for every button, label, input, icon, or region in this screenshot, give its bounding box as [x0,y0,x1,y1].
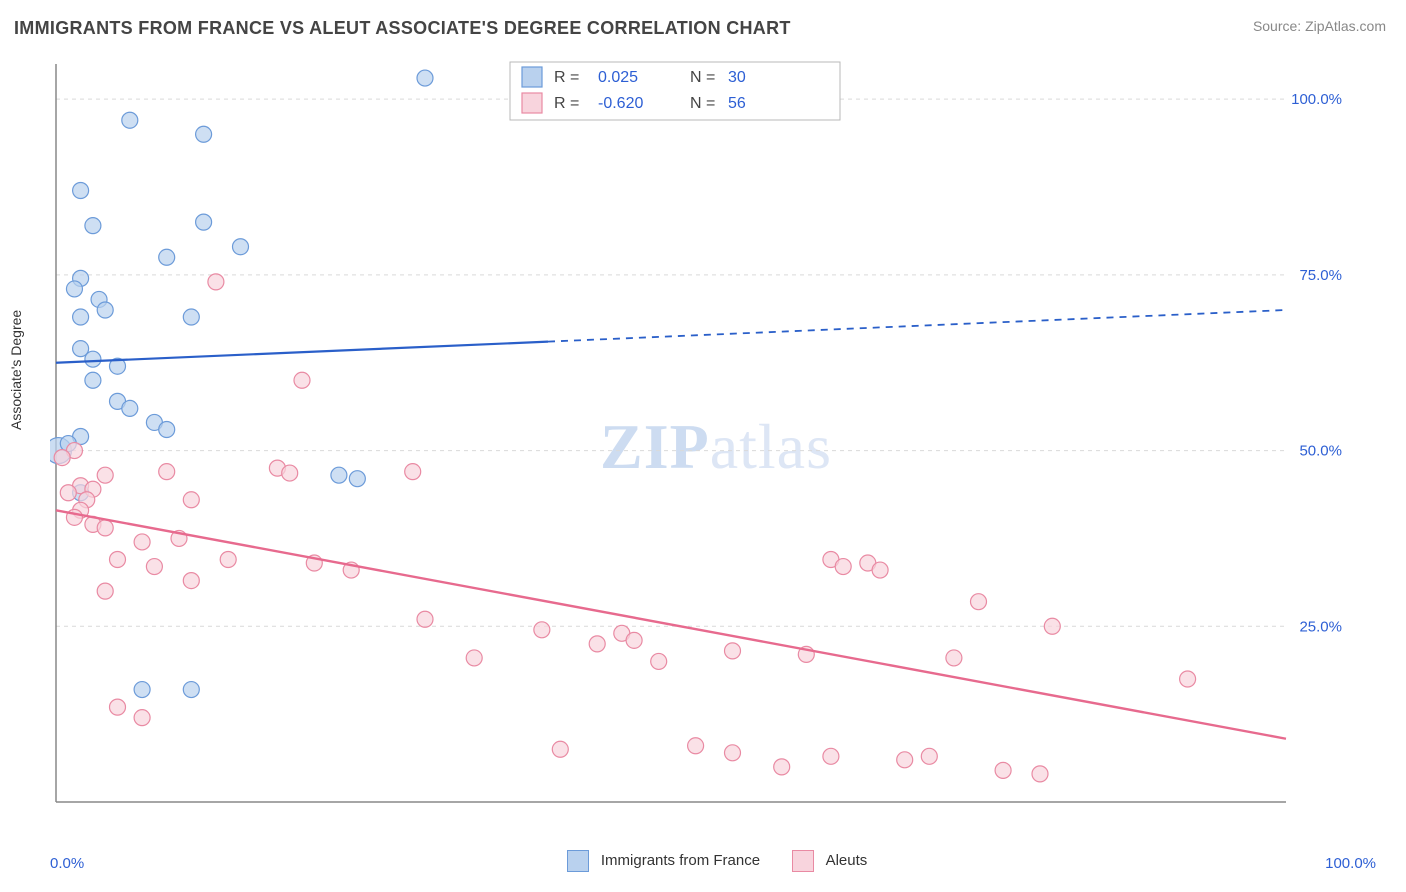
svg-text:-0.620: -0.620 [598,95,643,112]
svg-text:50.0%: 50.0% [1299,443,1342,460]
svg-text:0.025: 0.025 [598,69,638,86]
svg-text:30: 30 [728,69,746,86]
svg-text:75.0%: 75.0% [1299,267,1342,284]
svg-text:N =: N = [690,69,715,86]
legend-swatch-aleuts [792,850,814,872]
source-prefix: Source: [1253,18,1305,34]
svg-text:R =: R = [554,95,579,112]
bottom-legend: Immigrants from France Aleuts [0,850,1406,872]
source-attribution: Source: ZipAtlas.com [1253,18,1386,34]
svg-text:N =: N = [690,95,715,112]
scatter-plot: 25.0%50.0%75.0%100.0%R = 0.025N = 30R = … [50,58,1350,808]
svg-text:R =: R = [554,69,579,86]
svg-text:25.0%: 25.0% [1299,618,1342,635]
y-axis-label: Associate's Degree [8,310,24,430]
chart-container: IMMIGRANTS FROM FRANCE VS ALEUT ASSOCIAT… [0,0,1406,892]
svg-text:100.0%: 100.0% [1291,91,1342,108]
source-name: ZipAtlas.com [1305,18,1386,34]
legend-label-aleuts: Aleuts [826,852,868,869]
svg-text:56: 56 [728,95,746,112]
legend-label-france: Immigrants from France [601,852,760,869]
legend-swatch-france [567,850,589,872]
chart-title: IMMIGRANTS FROM FRANCE VS ALEUT ASSOCIAT… [14,18,791,39]
